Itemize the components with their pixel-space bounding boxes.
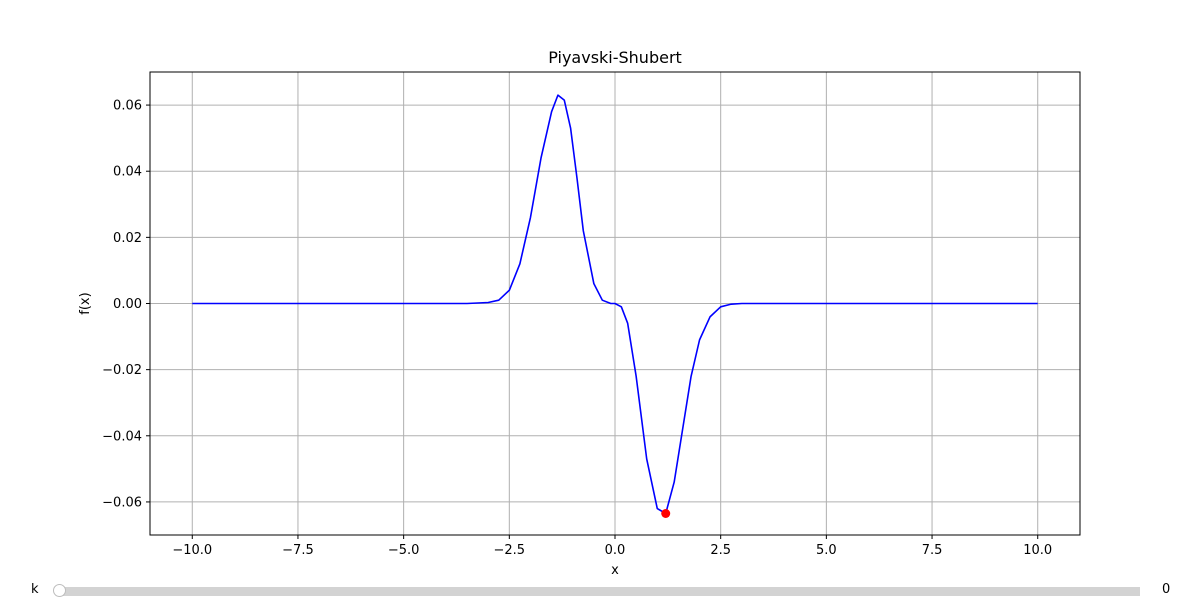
- y-tick-label: 0.00: [113, 297, 142, 312]
- x-tick-label: 5.0: [816, 543, 837, 558]
- y-axis: −0.06 −0.04 −0.02 0.00 0.02 0.04 0.06: [102, 99, 150, 510]
- x-tick-label: −10.0: [172, 543, 212, 558]
- chart-title: Piyavski-Shubert: [548, 48, 682, 67]
- x-axis-label: x: [611, 563, 619, 578]
- x-tick-label: 10.0: [1023, 543, 1052, 558]
- marker-layer: [661, 509, 671, 519]
- slider-value: 0: [1162, 582, 1171, 597]
- y-tick-label: 0.02: [113, 231, 142, 246]
- x-tick-label: 0.0: [605, 543, 626, 558]
- y-tick-label: 0.04: [113, 165, 142, 180]
- slider-label: k: [31, 582, 39, 597]
- x-tick-label: −5.0: [388, 543, 420, 558]
- minimum-point-marker: [661, 509, 671, 519]
- x-axis: −10.0 −7.5 −5.0 −2.5 0.0 2.5 5.0 7.5 10.0: [172, 535, 1052, 558]
- x-tick-label: −2.5: [494, 543, 526, 558]
- x-tick-label: −7.5: [282, 543, 314, 558]
- series-layer: [192, 94, 1038, 515]
- x-tick-label: 2.5: [710, 543, 731, 558]
- k-slider-handle[interactable]: [53, 584, 66, 597]
- y-axis-label: f(x): [78, 292, 93, 314]
- y-tick-label: −0.06: [102, 495, 142, 510]
- y-tick-label: 0.06: [113, 99, 142, 114]
- k-slider-track[interactable]: [60, 587, 1140, 596]
- y-tick-label: −0.02: [102, 363, 142, 378]
- x-tick-label: 7.5: [922, 543, 943, 558]
- series-line-0: [192, 94, 1038, 515]
- y-tick-label: −0.04: [102, 429, 142, 444]
